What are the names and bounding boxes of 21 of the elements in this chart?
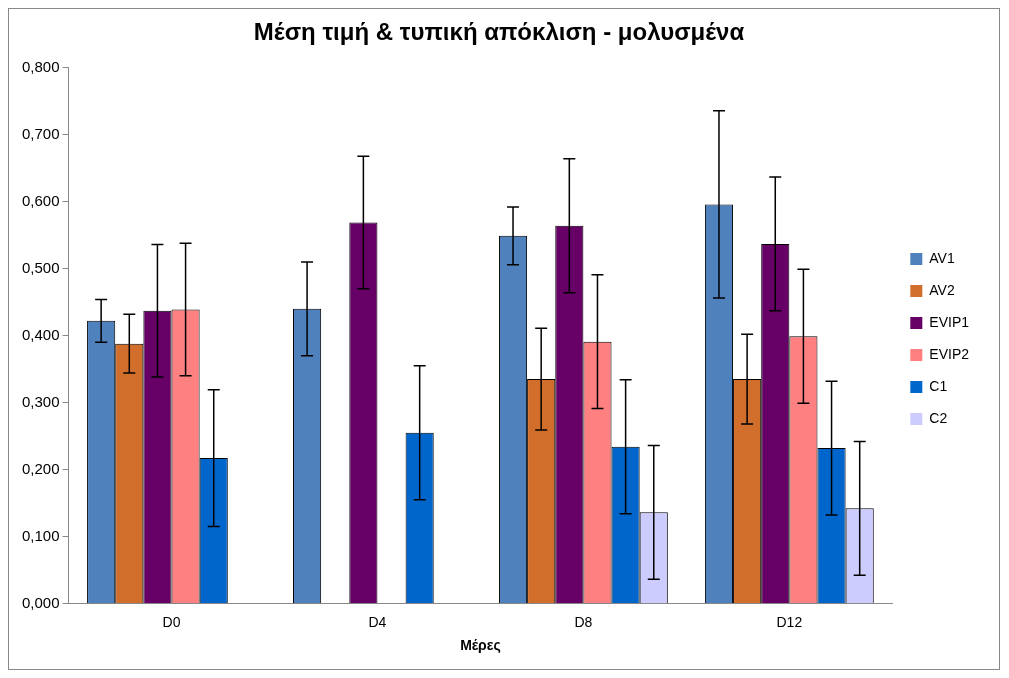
- x-tick-label: D12: [776, 613, 803, 630]
- y-tick-label: 0,200: [21, 459, 60, 477]
- y-tick-label: 0,100: [21, 526, 60, 544]
- legend-label: EVIP1: [929, 313, 970, 330]
- legend-label: C1: [929, 377, 948, 394]
- y-tick-label: 0,000: [21, 593, 60, 611]
- legend-label: AV2: [929, 281, 955, 298]
- x-axis-title: Μέρες: [460, 637, 501, 654]
- y-tick-label: 0,500: [21, 258, 60, 276]
- y-tick-label: 0,600: [21, 191, 60, 209]
- legend-label: AV1: [929, 249, 955, 266]
- legend-label: C2: [929, 409, 948, 426]
- y-tick-label: 0,800: [21, 57, 60, 75]
- y-tick-label: 0,400: [21, 325, 60, 343]
- y-tick-label: 0,300: [21, 392, 60, 410]
- legend-label: EVIP2: [929, 345, 970, 362]
- x-tick-label: D8: [574, 613, 593, 630]
- x-tick-label: D0: [162, 613, 181, 630]
- chart-title: Μέση τιμή & τυπική απόκλιση - μολυσμένα: [253, 18, 745, 46]
- x-tick-label: D4: [368, 613, 387, 630]
- y-tick-label: 0,700: [21, 124, 60, 142]
